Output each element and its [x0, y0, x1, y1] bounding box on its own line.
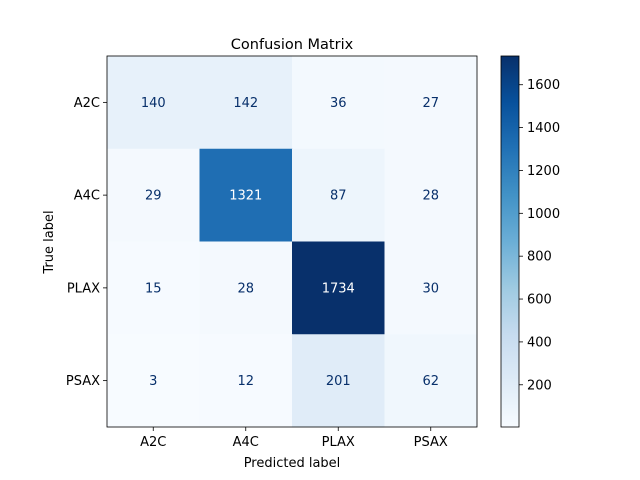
cell-value-label: 15: [145, 281, 162, 296]
heatmap-cell-plax-a2c: [107, 241, 200, 335]
colorbar-frame: [500, 55, 520, 428]
heatmap-cell-a2c-a2c: [107, 56, 200, 150]
heatmap-cell-psax-psax: [384, 334, 478, 428]
cell-value-label: 201: [326, 374, 351, 389]
cell-value-label: 29: [145, 189, 162, 204]
cell-value-label: 3: [149, 374, 157, 389]
heatmap-cell-a2c-a4c: [199, 56, 293, 150]
chart-title: Confusion Matrix: [231, 37, 354, 53]
cell-value-label: 142: [233, 96, 258, 111]
cell-value-label: 62: [422, 374, 439, 389]
cell-value-label: 28: [237, 281, 254, 296]
cell-value-label: 36: [330, 96, 347, 111]
y-tick-label: PLAX: [67, 281, 100, 296]
x-axis-label: Predicted label: [244, 456, 341, 471]
y-tick-label: A2C: [74, 96, 100, 111]
heatmap-cell-plax-psax: [384, 241, 478, 335]
heatmap-cell-psax-a4c: [199, 334, 293, 428]
heatmap-cells: [107, 56, 478, 428]
colorbar-tick-label: 800: [527, 250, 552, 265]
y-tick-label: PSAX: [66, 374, 100, 389]
colorbar-tick-label: 200: [527, 378, 552, 393]
y-axis-ticks: A2C A4C PLAX PSAX: [66, 96, 107, 389]
cell-value-label: 27: [422, 96, 439, 111]
cell-value-label: 1321: [229, 189, 262, 204]
cell-value-label: 12: [237, 374, 254, 389]
colorbar-ticks: 200 400 600 800 1000 1200 1400 1600: [519, 78, 560, 393]
y-axis-label: True label: [42, 210, 57, 274]
colorbar-tick-label: 1200: [527, 164, 560, 179]
heatmap-cell-a4c-a2c: [107, 148, 200, 242]
colorbar-tick-label: 400: [527, 335, 552, 350]
colorbar-tick-label: 600: [527, 293, 552, 308]
heatmap-cell-labels: 140 142 36 27 29 1321 87 28 15 28 1734 30 3 12 201 62: [141, 96, 439, 389]
cell-value-label: 87: [330, 189, 347, 204]
heatmap-cell-a2c-psax: [384, 56, 478, 150]
x-tick-label: PLAX: [322, 435, 355, 450]
colorbar-tick-label: 1600: [527, 78, 560, 93]
cell-value-label: 30: [422, 281, 439, 296]
heatmap-cell-psax-plax: [292, 334, 385, 428]
heatmap-cell-a4c-a4c: [199, 148, 293, 242]
heatmap-cell-a4c-plax: [292, 148, 385, 242]
x-tick-label: PSAX: [414, 435, 448, 450]
colorbar: [501, 56, 519, 427]
heatmap-cell-plax-plax: [292, 241, 385, 335]
cell-value-label: 140: [141, 96, 166, 111]
colorbar-tick-label: 1000: [527, 207, 560, 222]
heatmap-cell-a4c-psax: [384, 148, 478, 242]
x-tick-label: A2C: [140, 435, 166, 450]
cell-value-label: 28: [422, 189, 439, 204]
colorbar-tick-label: 1400: [527, 121, 560, 136]
heatmap-cell-plax-a4c: [199, 241, 293, 335]
x-axis-ticks: A2C A4C PLAX PSAX: [140, 427, 448, 450]
x-tick-label: A4C: [233, 435, 259, 450]
cell-value-label: 1734: [322, 281, 355, 296]
heatmap-cell-psax-a2c: [107, 334, 200, 428]
heatmap-cell-a2c-plax: [292, 56, 385, 150]
y-tick-label: A4C: [74, 189, 100, 204]
plot-frame: [106, 55, 478, 428]
